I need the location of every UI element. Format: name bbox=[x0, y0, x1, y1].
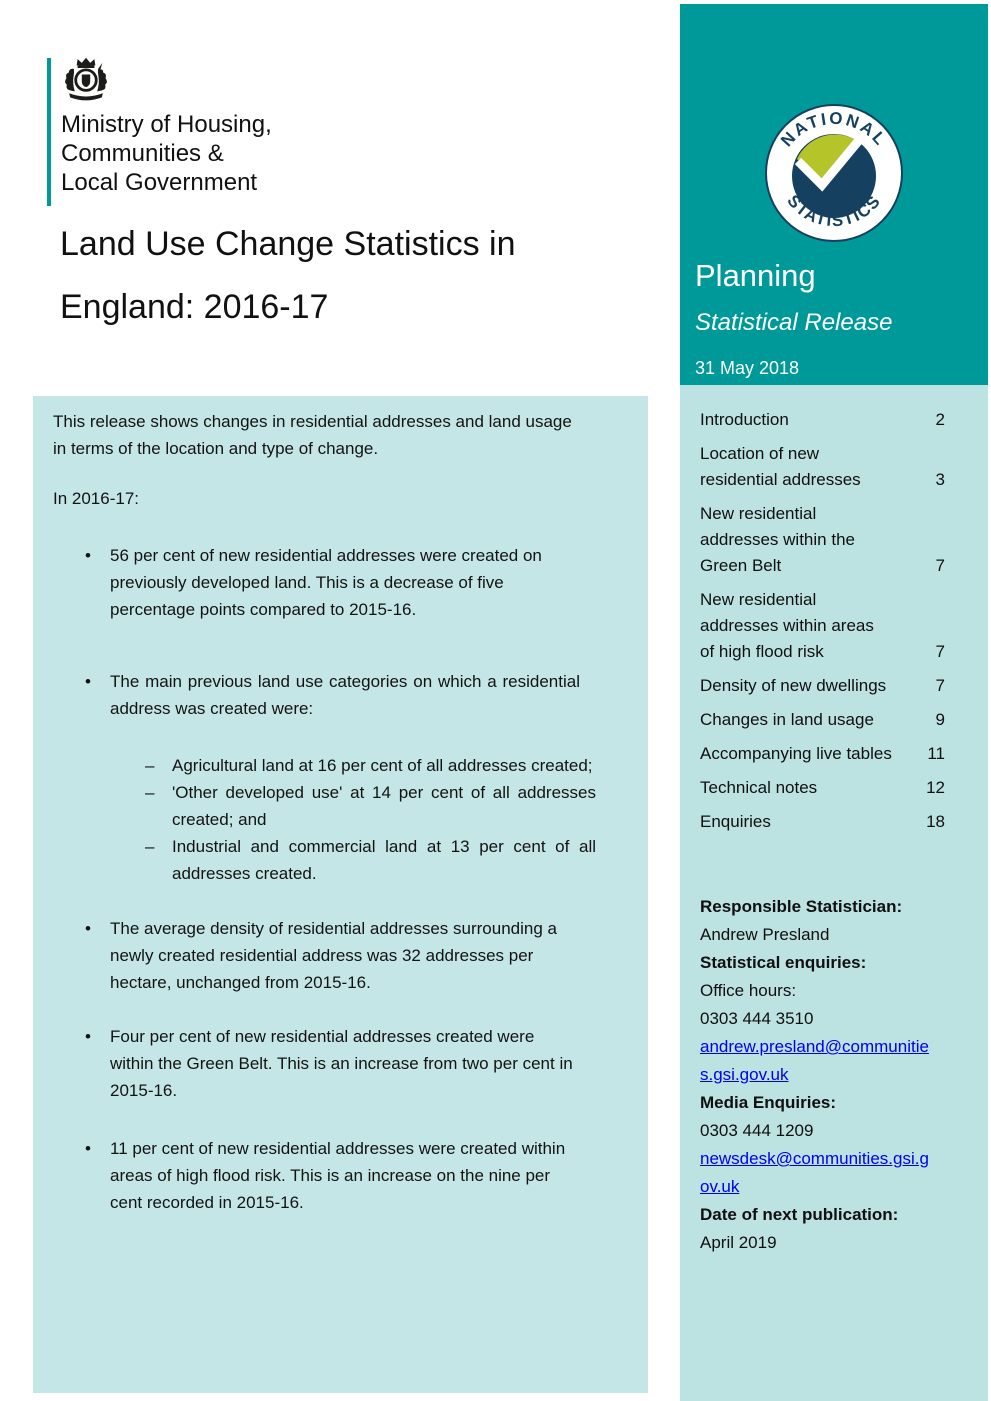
toc-page-number: 7 bbox=[935, 642, 945, 661]
media-enquiries-phone: 0303 444 1209 bbox=[700, 1121, 814, 1140]
toc-entry-technical-notes: Technical notes 12 bbox=[700, 775, 945, 801]
toc-label: New residential addresses within areas o… bbox=[700, 590, 874, 661]
summary-period: In 2016-17: bbox=[53, 489, 140, 508]
toc-label: Location of new residential addresses bbox=[700, 444, 861, 489]
toc-label: Introduction bbox=[700, 410, 789, 429]
department-line: Communities & bbox=[61, 140, 224, 167]
table-of-contents: Introduction 2 Location of new residenti… bbox=[700, 407, 945, 835]
next-publication-date: April 2019 bbox=[700, 1233, 777, 1252]
sub-bullet-text: Agricultural land at 16 per cent of all … bbox=[172, 756, 593, 775]
media-enquiries-email-row: newsdesk@communities.gsi.gov.uk bbox=[700, 1145, 938, 1201]
summary-bullet: • The average density of residential add… bbox=[53, 915, 628, 996]
toc-entry-enquiries: Enquiries 18 bbox=[700, 809, 945, 835]
toc-label: Enquiries bbox=[700, 812, 771, 831]
toc-entry-live-tables: Accompanying live tables 11 bbox=[700, 741, 945, 767]
sidebar-body: Introduction 2 Location of new residenti… bbox=[680, 385, 988, 1401]
toc-page-number: 7 bbox=[935, 676, 945, 695]
toc-entry-flood-risk: New residential addresses within areas o… bbox=[700, 587, 945, 665]
page-title: Land Use Change Statistics in England: 2… bbox=[60, 213, 515, 339]
department-name: Ministry of Housing, Communities & Local… bbox=[61, 110, 272, 197]
sub-bullet-text: Industrial and commercial land at 13 per… bbox=[172, 837, 596, 883]
bullet-text: 11 per cent of new residential addresses… bbox=[110, 1139, 566, 1212]
summary-bullet: • 11 per cent of new residential address… bbox=[53, 1135, 628, 1216]
toc-label: Accompanying live tables bbox=[700, 744, 892, 763]
sub-bullet-text: 'Other developed use' at 14 per cent of … bbox=[172, 783, 596, 829]
toc-page-number: 18 bbox=[926, 812, 945, 831]
statistical-enquiries-label: Statistical enquiries: bbox=[700, 953, 867, 972]
toc-entry-land-usage: Changes in land usage 9 bbox=[700, 707, 945, 733]
summary-bullet: • 56 per cent of new residential address… bbox=[53, 542, 628, 623]
department-line: Local Government bbox=[61, 169, 258, 196]
national-statistics-logo: NATIONAL STATISTICS bbox=[695, 4, 973, 243]
summary-box: This release shows changes in residentia… bbox=[33, 396, 648, 1393]
toc-entry-introduction: Introduction 2 bbox=[700, 407, 945, 433]
bullet-text: The average density of residential addre… bbox=[110, 919, 557, 992]
statistical-enquiries-phone: 0303 444 3510 bbox=[700, 1009, 814, 1028]
statistical-enquiries-email-row: andrew.presland@communities.gsi.gov.uk bbox=[700, 1033, 938, 1089]
next-publication-label: Date of next publication: bbox=[700, 1205, 899, 1224]
toc-page-number: 11 bbox=[927, 744, 945, 763]
summary-sub-bullet: – Industrial and commercial land at 13 p… bbox=[53, 833, 628, 887]
release-date: 31 May 2018 bbox=[695, 358, 800, 378]
release-category: Planning bbox=[695, 258, 816, 293]
statistical-enquiries-email-link[interactable]: andrew.presland@communities.gsi.gov.uk bbox=[700, 1037, 929, 1084]
bullet-icon: • bbox=[85, 546, 91, 565]
toc-page-number: 12 bbox=[926, 778, 945, 797]
summary-sub-bullet: – 'Other developed use' at 14 per cent o… bbox=[53, 779, 628, 833]
sidebar: NATIONAL STATISTICS Planning Statistical… bbox=[680, 4, 988, 1401]
toc-label: Density of new dwellings bbox=[700, 676, 887, 695]
toc-entry-green-belt: New residential addresses within the Gre… bbox=[700, 501, 945, 579]
toc-label: Technical notes bbox=[700, 778, 818, 797]
bullet-icon: • bbox=[85, 672, 91, 691]
responsible-statistician-label: Responsible Statistician: bbox=[700, 897, 903, 916]
toc-page-number: 2 bbox=[935, 410, 945, 429]
sidebar-header: NATIONAL STATISTICS Planning Statistical… bbox=[680, 4, 988, 385]
bullet-text: 56 per cent of new residential addresses… bbox=[110, 546, 542, 619]
bullet-text: The main previous land use categories on… bbox=[110, 672, 580, 718]
release-type: Statistical Release bbox=[695, 309, 893, 336]
summary-bullet: • Four per cent of new residential addre… bbox=[53, 1023, 628, 1104]
summary-intro: This release shows changes in residentia… bbox=[53, 412, 572, 458]
media-enquiries-email-link[interactable]: newsdesk@communities.gsi.gov.uk bbox=[700, 1149, 929, 1196]
bullet-icon: • bbox=[85, 1027, 91, 1046]
royal-coat-of-arms-icon bbox=[65, 57, 107, 101]
office-hours-label: Office hours: bbox=[700, 981, 797, 1000]
dash-icon: – bbox=[145, 783, 155, 802]
bullet-text: Four per cent of new residential address… bbox=[110, 1027, 573, 1100]
summary-sub-bullet: – Agricultural land at 16 per cent of al… bbox=[53, 752, 628, 779]
contact-block: Responsible Statistician: Andrew Preslan… bbox=[700, 893, 938, 1257]
responsible-statistician-name: Andrew Presland bbox=[700, 925, 830, 944]
bullet-icon: • bbox=[85, 1139, 91, 1158]
page-title-line: Land Use Change Statistics in bbox=[60, 225, 516, 263]
teal-accent-bar bbox=[47, 58, 51, 206]
toc-page-number: 9 bbox=[935, 710, 945, 729]
toc-label: Changes in land usage bbox=[700, 710, 874, 729]
bullet-icon: • bbox=[85, 919, 91, 938]
dash-icon: – bbox=[145, 837, 155, 856]
toc-page-number: 3 bbox=[935, 470, 945, 489]
toc-entry-density: Density of new dwellings 7 bbox=[700, 673, 945, 699]
media-enquiries-label: Media Enquiries: bbox=[700, 1093, 837, 1112]
toc-label: New residential addresses within the Gre… bbox=[700, 504, 855, 575]
dash-icon: – bbox=[145, 756, 155, 775]
national-statistics-logo-icon: NATIONAL STATISTICS bbox=[765, 104, 903, 242]
toc-entry-location: Location of new residential addresses 3 bbox=[700, 441, 945, 493]
summary-bullet: • The main previous land use categories … bbox=[53, 668, 628, 722]
toc-page-number: 7 bbox=[935, 556, 945, 575]
page-title-line: England: 2016-17 bbox=[60, 288, 329, 326]
department-line: Ministry of Housing, bbox=[61, 111, 272, 138]
summary-sub-bullets: – Agricultural land at 16 per cent of al… bbox=[53, 752, 628, 887]
